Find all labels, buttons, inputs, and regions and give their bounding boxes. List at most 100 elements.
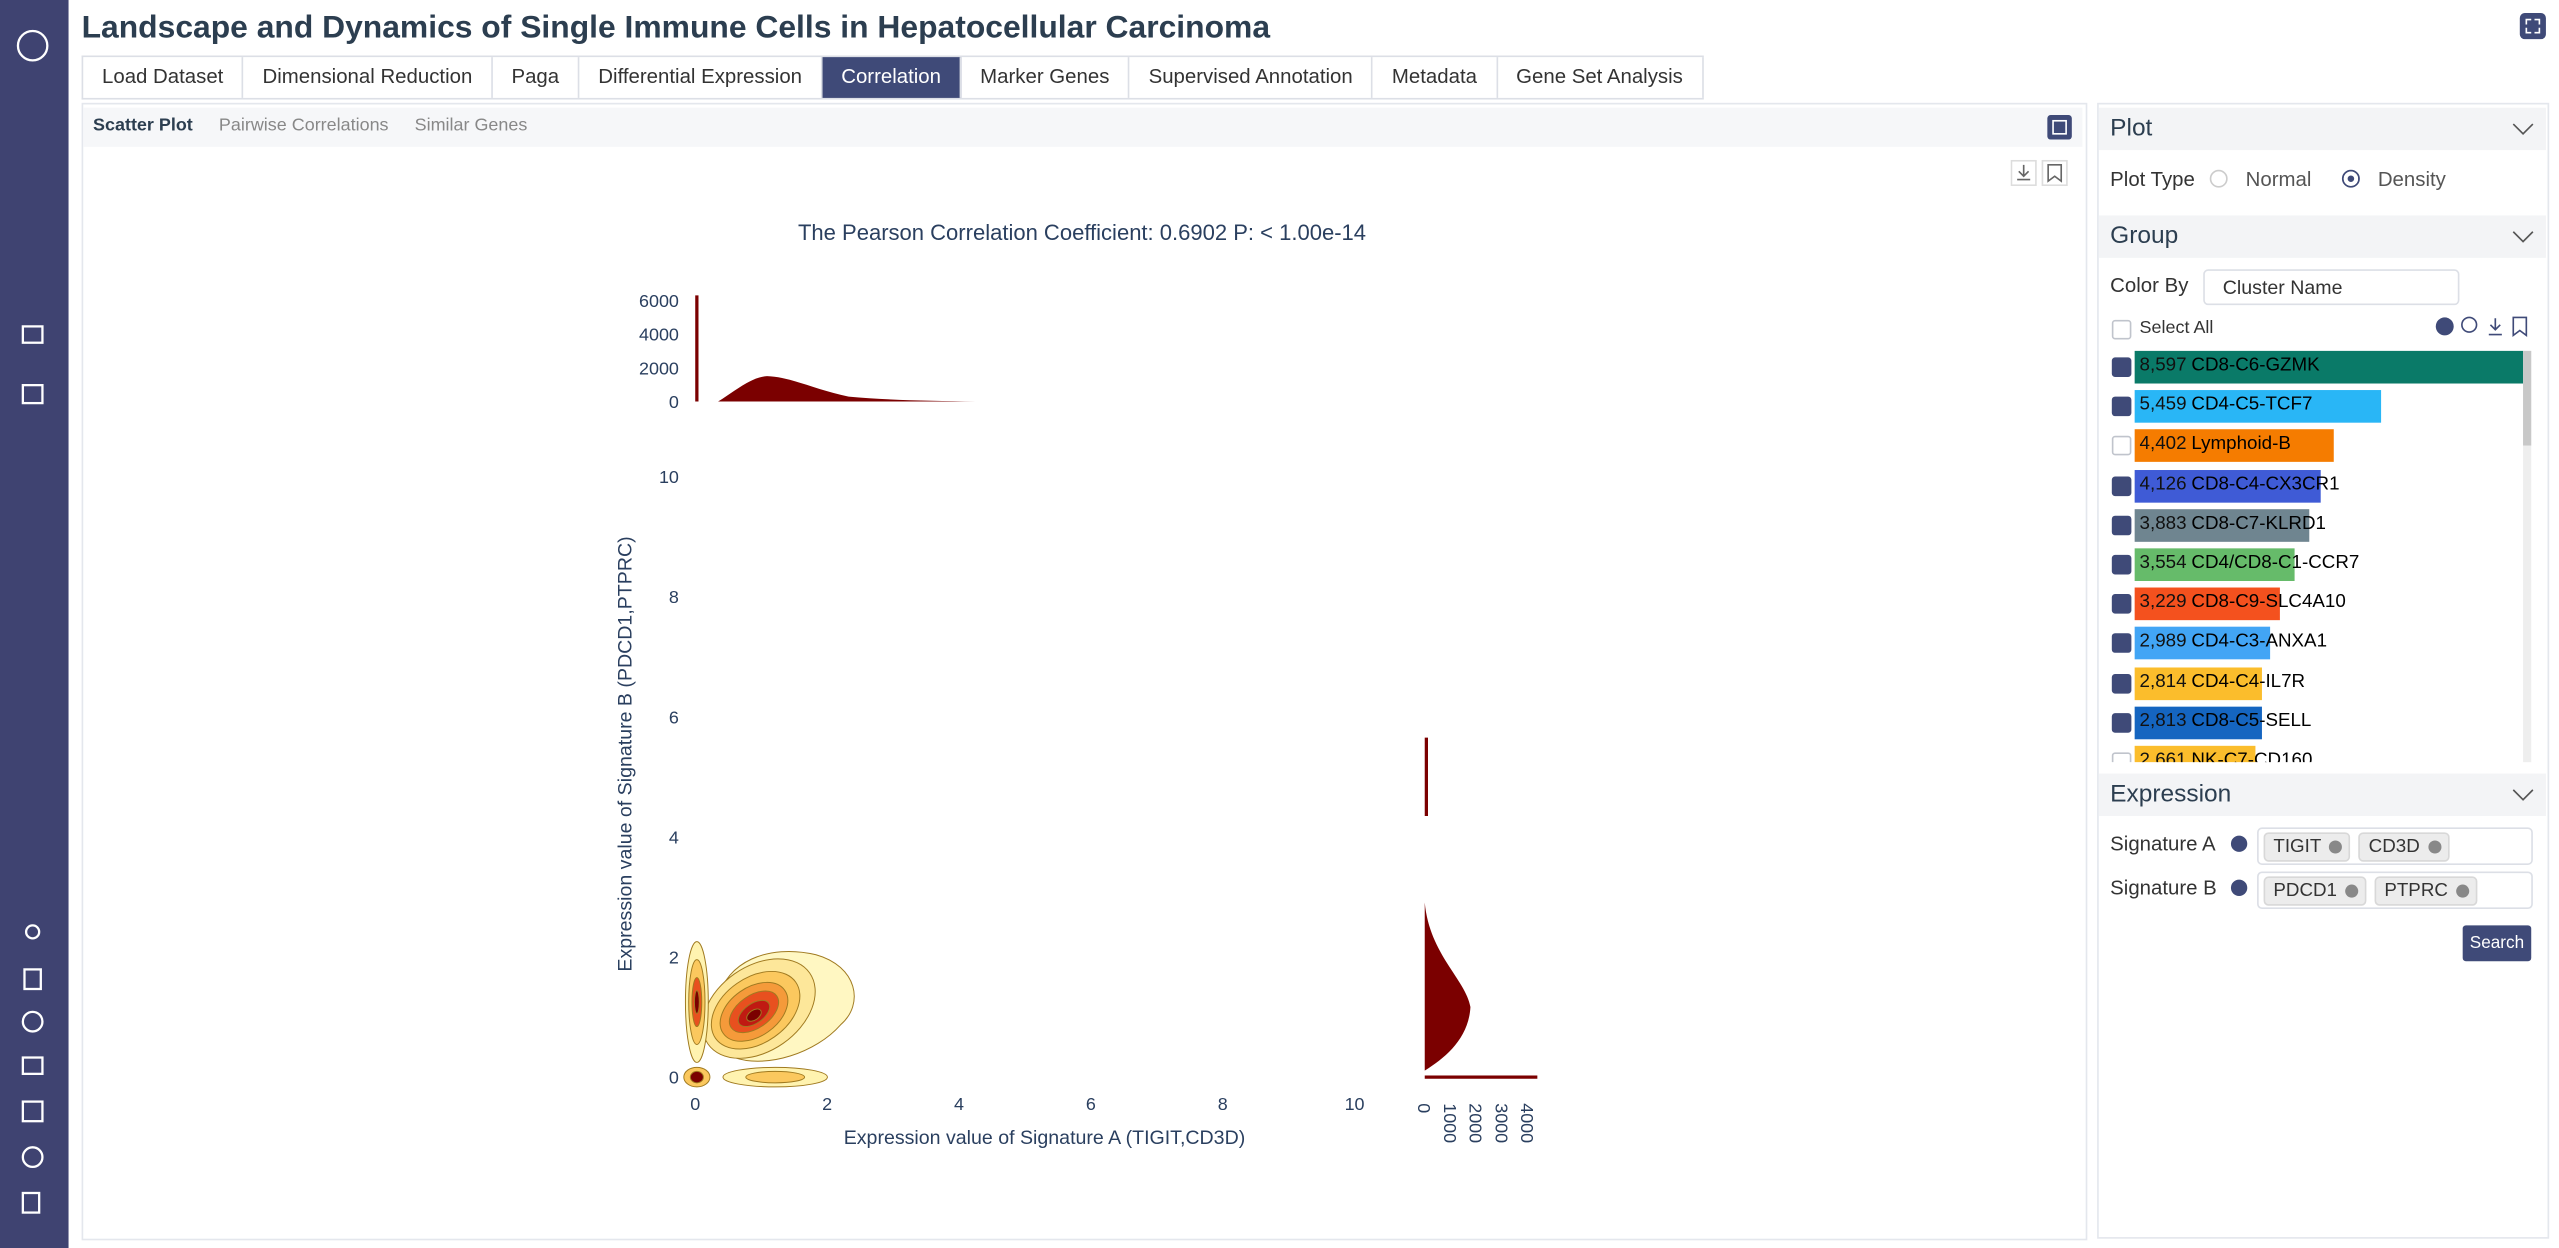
radio[interactable] <box>2341 169 2360 188</box>
color-by-select[interactable]: Cluster Name <box>2203 269 2460 306</box>
tab[interactable]: Differential Expression <box>580 57 823 98</box>
history-icon[interactable] <box>21 1146 44 1169</box>
help-icon[interactable] <box>21 1010 44 1033</box>
section-header[interactable]: Group <box>2098 215 2546 258</box>
checkbox[interactable] <box>2111 673 2132 693</box>
right-histogram <box>1424 737 1538 1079</box>
checkbox[interactable] <box>2111 594 2132 614</box>
count-bar <box>2134 350 2524 384</box>
group-row: 2,814 CD4-C4-IL7R <box>2099 666 2533 700</box>
signature-input[interactable]: TIGIT CD3D <box>2257 827 2533 865</box>
search-button[interactable]: Search <box>2462 925 2532 962</box>
row-label: 2,814 CD4-C4-IL7R <box>2140 672 2306 692</box>
nav-icon[interactable] <box>21 384 44 405</box>
checkbox[interactable] <box>2111 752 2132 763</box>
count-bar <box>2134 390 2382 423</box>
tab[interactable]: Gene Set Analysis <box>1497 57 1704 98</box>
signature-label: Signature A <box>2110 832 2216 856</box>
subtab[interactable]: Scatter Plot <box>93 115 193 136</box>
checkbox[interactable] <box>2111 475 2132 496</box>
cluster-name: CD8-C5-SELL <box>2191 711 2312 731</box>
group-row: 3,229 CD8-C9-SLC4A10 <box>2099 587 2533 621</box>
tab-bar: Load Dataset Dimensional Reduction Paga Dif… <box>81 55 1704 100</box>
bookmark-icon[interactable] <box>2512 316 2528 338</box>
row-label: 4,402 Lymphoid-B <box>2140 435 2291 455</box>
density-contours <box>683 941 855 1088</box>
cluster-name: CD8-C4-CX3CR1 <box>2191 474 2340 494</box>
x-tick-label: 10 <box>1345 1094 1365 1114</box>
tab[interactable]: Paga <box>493 57 580 98</box>
row-label: 3,229 CD8-C9-SLC4A10 <box>2140 593 2346 613</box>
chat-icon[interactable] <box>21 1056 44 1075</box>
section-title: Expression <box>2110 780 2232 808</box>
count-bar <box>2134 429 2334 463</box>
nav-sidebar <box>0 0 69 1248</box>
doc-icon[interactable] <box>23 968 42 991</box>
fullscreen-button[interactable] <box>2518 11 2547 40</box>
gene-tag[interactable]: TIGIT <box>2263 832 2351 862</box>
section-header[interactable]: Plot <box>2098 107 2546 151</box>
y-tick-label: 2 <box>669 948 679 968</box>
cluster-name: CD4-C4-IL7R <box>2191 671 2306 692</box>
checkbox[interactable] <box>2111 633 2132 654</box>
chevrons <box>2512 123 2534 801</box>
nav-icon[interactable] <box>21 1100 44 1123</box>
download-icon[interactable] <box>2488 318 2502 336</box>
count-bar <box>2134 587 2281 621</box>
cluster-name: CD4-C5-TCF7 <box>2191 395 2313 415</box>
signature-input[interactable]: PDCD1 PTPRC <box>2257 871 2533 910</box>
group-row: 3,554 CD4/CD8-C1-CCR7 <box>2099 548 2533 581</box>
x-tick-label: 4 <box>954 1094 964 1114</box>
checkbox[interactable] <box>2111 436 2132 456</box>
checkbox[interactable] <box>2111 515 2132 535</box>
select-all-checkbox[interactable] <box>2111 319 2132 340</box>
group-row: 5,459 CD4-C5-TCF7 <box>2099 390 2533 423</box>
cluster-name: NK-C7-CD160 <box>2191 750 2313 763</box>
page-title: Landscape and Dynamics of Single Immune … <box>81 9 1271 46</box>
cluster-name: CD4-C3-ANXA1 <box>2191 632 2328 652</box>
count: 3,229 <box>2139 592 2187 613</box>
group-row: 2,989 CD4-C3-ANXA1 <box>2099 627 2533 660</box>
group-row: 2,813 CD8-C5-SELL <box>2099 706 2533 739</box>
section-header[interactable]: Expression <box>2098 773 2546 816</box>
help-icon[interactable] <box>2435 317 2454 336</box>
group-row: 8,597 CD8-C6-GZMK <box>2099 350 2533 384</box>
subtab[interactable]: Similar Genes <box>414 115 528 136</box>
tab[interactable]: Correlation <box>822 57 962 98</box>
cluster-name: CD8-C6-GZMK <box>2191 355 2320 376</box>
panel-toggle[interactable] <box>2047 114 2073 140</box>
tab[interactable]: Dimensional Reduction <box>244 57 493 98</box>
tab[interactable]: Supervised Annotation <box>1130 57 1374 98</box>
tab[interactable]: Load Dataset <box>83 57 244 98</box>
radio-label: Density <box>2377 168 2446 191</box>
x-tick-label: 4000 <box>1517 1103 1537 1143</box>
x-tick-label: 2 <box>822 1094 832 1114</box>
gene-tag[interactable]: CD3D <box>2358 832 2450 862</box>
y-tick-label: 4000 <box>639 325 679 345</box>
radio[interactable] <box>2209 169 2228 188</box>
tab[interactable]: Metadata <box>1373 57 1498 98</box>
x-axis-label: Expression value of Signature A (TIGIT,C… <box>844 1127 1246 1149</box>
checkbox[interactable] <box>2111 357 2132 377</box>
count: 3,883 <box>2139 513 2187 534</box>
y-axis-label: Expression value of Signature B (PDCD1,P… <box>615 536 637 971</box>
count: 3,554 <box>2139 553 2187 573</box>
theme-icon[interactable] <box>24 924 41 940</box>
nav-icon[interactable] <box>21 325 44 344</box>
logout-icon[interactable] <box>21 1191 41 1214</box>
checkbox[interactable] <box>2111 712 2132 733</box>
checkbox[interactable] <box>2111 396 2132 417</box>
logo[interactable] <box>16 29 49 62</box>
count: 2,989 <box>2139 632 2187 652</box>
row-label: 4,126 CD8-C4-CX3CR1 <box>2140 474 2340 494</box>
checkbox[interactable] <box>2111 554 2132 575</box>
search-icon[interactable] <box>2461 316 2478 333</box>
tab[interactable]: Marker Genes <box>961 57 1130 98</box>
subtab[interactable]: Pairwise Correlations <box>218 115 389 136</box>
gene-tag[interactable]: PTPRC <box>2374 876 2478 906</box>
x-tick-label: 0 <box>690 1094 700 1114</box>
gene-tag[interactable]: PDCD1 <box>2263 876 2367 906</box>
help-icons <box>2230 835 2248 896</box>
row-label: 5,459 CD4-C5-TCF7 <box>2140 395 2313 415</box>
